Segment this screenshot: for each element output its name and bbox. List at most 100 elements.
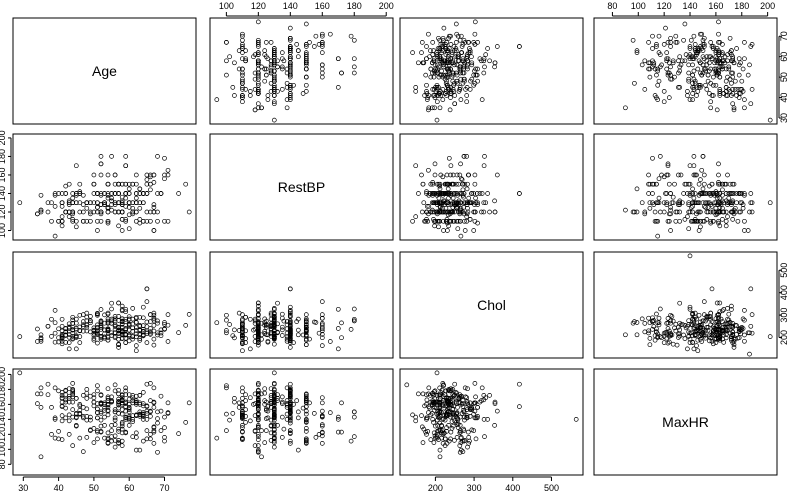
- tick-label: 500: [779, 263, 789, 278]
- data-point: [745, 228, 751, 233]
- data-point: [287, 312, 293, 318]
- data-point: [162, 321, 167, 327]
- data-point: [63, 415, 69, 421]
- data-point: [287, 345, 293, 350]
- data-point: [80, 415, 86, 421]
- data-point: [351, 56, 357, 62]
- data-point: [35, 391, 40, 397]
- data-point: [102, 435, 107, 441]
- data-point: [441, 37, 446, 43]
- data-point: [63, 392, 69, 398]
- data-point: [749, 312, 755, 317]
- data-point: [692, 42, 698, 47]
- data-point: [148, 218, 153, 224]
- data-point: [116, 200, 121, 206]
- data-point: [652, 337, 658, 343]
- data-point: [271, 432, 277, 437]
- data-point: [654, 72, 659, 78]
- data-point: [140, 304, 146, 310]
- data-point: [458, 161, 463, 167]
- data-point: [710, 44, 716, 49]
- data-point: [726, 195, 732, 201]
- data-point: [255, 19, 261, 25]
- data-point: [255, 101, 261, 107]
- data-point: [151, 312, 157, 318]
- data-point: [464, 54, 470, 60]
- data-point: [351, 414, 357, 420]
- data-point: [123, 392, 129, 398]
- data-point: [70, 407, 76, 412]
- tick-label: 120: [251, 1, 266, 11]
- data-point: [287, 46, 293, 51]
- data-point: [725, 172, 730, 178]
- data-point: [442, 417, 448, 423]
- data-point: [462, 228, 468, 233]
- data-point: [319, 33, 325, 39]
- panel-frame: [12, 368, 197, 476]
- data-point: [462, 414, 467, 420]
- data-point: [230, 411, 236, 416]
- data-point: [137, 409, 143, 415]
- data-point: [105, 402, 111, 408]
- data-point: [716, 31, 721, 37]
- data-point: [275, 300, 280, 306]
- data-point: [77, 209, 83, 215]
- data-point: [652, 209, 658, 215]
- data-point: [73, 163, 79, 169]
- data-point: [95, 415, 100, 421]
- data-point: [461, 205, 466, 210]
- data-point: [673, 33, 679, 39]
- data-point: [247, 346, 253, 352]
- data-point: [466, 435, 472, 440]
- data-point: [162, 155, 167, 161]
- data-point: [654, 181, 659, 187]
- data-point: [687, 97, 693, 102]
- data-point: [119, 335, 125, 341]
- data-point: [243, 56, 248, 62]
- data-point: [105, 335, 111, 340]
- data-point: [481, 209, 487, 215]
- data-point: [429, 191, 435, 196]
- data-point: [279, 333, 285, 338]
- data-point: [91, 336, 97, 341]
- data-point: [126, 200, 132, 206]
- data-point: [319, 40, 325, 45]
- data-point: [227, 417, 232, 423]
- data-point: [148, 432, 153, 437]
- data-point: [105, 218, 111, 224]
- data-point: [151, 310, 157, 316]
- data-point: [319, 62, 325, 68]
- data-point: [477, 56, 483, 62]
- data-point: [690, 204, 695, 209]
- data-point: [725, 74, 730, 80]
- data-point: [685, 89, 690, 94]
- data-point: [319, 66, 325, 72]
- data-point: [268, 386, 274, 392]
- data-point: [492, 60, 498, 66]
- data-point: [708, 218, 714, 224]
- data-point: [681, 191, 686, 196]
- data-point: [713, 82, 719, 88]
- data-point: [148, 398, 153, 403]
- data-point: [339, 429, 344, 435]
- data-point: [287, 304, 293, 310]
- data-point: [634, 320, 640, 325]
- data-point: [467, 217, 473, 222]
- data-point: [112, 181, 118, 187]
- data-point: [721, 307, 727, 312]
- data-point: [692, 333, 698, 339]
- data-point: [300, 405, 306, 411]
- data-point: [77, 403, 83, 409]
- data-point: [449, 419, 455, 424]
- data-point: [186, 209, 192, 215]
- data-point: [716, 70, 721, 76]
- data-point: [690, 72, 695, 78]
- data-point: [440, 441, 446, 446]
- data-point: [714, 300, 720, 306]
- data-point: [670, 318, 676, 324]
- data-point: [437, 402, 443, 408]
- data-point: [287, 431, 293, 436]
- data-point: [469, 405, 475, 411]
- data-point: [137, 414, 143, 419]
- data-point: [657, 306, 663, 312]
